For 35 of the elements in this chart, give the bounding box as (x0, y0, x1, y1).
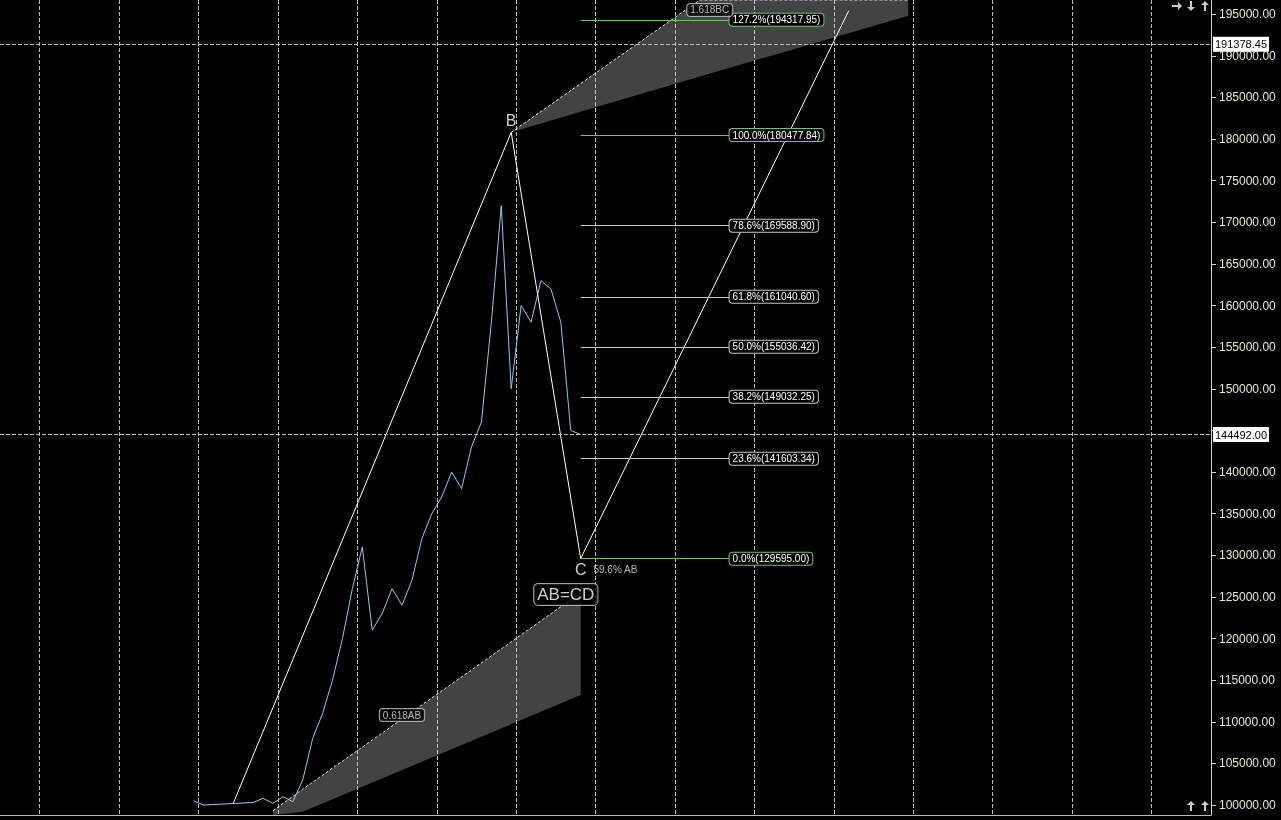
ref-line-label: 191378.45 (1215, 38, 1267, 51)
y-tick-label: 160000.00 (1219, 298, 1277, 313)
y-tick-label: 105000.00 (1219, 756, 1277, 771)
annotation: 1.618BC (690, 4, 730, 16)
ref-line-label: 0.0%(129595.00) (732, 553, 810, 565)
y-tick-label: 100000.00 (1219, 798, 1277, 813)
ref-line-label: 38.2%(149032.25) (732, 391, 815, 403)
y-tick-label: 195000.00 (1219, 7, 1277, 22)
y-tick-label: 120000.00 (1219, 631, 1277, 646)
annotation: C (574, 560, 587, 578)
y-tick-label: 190000.00 (1219, 48, 1277, 63)
y-tick-label: 115000.00 (1219, 673, 1276, 688)
y-tick-label: 175000.00 (1219, 173, 1277, 188)
y-tick-label: 155000.00 (1219, 340, 1277, 355)
y-tick-label: 125000.00 (1219, 589, 1277, 604)
y-tick-label: 130000.00 (1219, 548, 1277, 563)
ref-line-label: 50.0%(155036.42) (732, 341, 815, 353)
annotation: AB=CD (537, 584, 595, 604)
ref-line-label: 127.2%(194317.95) (732, 14, 821, 26)
y-tick-label: 135000.00 (1219, 506, 1277, 521)
y-tick-label: 180000.00 (1219, 132, 1277, 147)
ref-line-label: 61.8%(161040.60) (732, 291, 815, 303)
annotation: B (505, 112, 517, 130)
y-tick-label: 140000.00 (1219, 465, 1277, 480)
annotation: 0.618AB (382, 709, 422, 721)
y-tick-label: 185000.00 (1219, 90, 1277, 105)
y-tick-label: 150000.00 (1219, 381, 1277, 396)
y-tick-label: 165000.00 (1219, 256, 1277, 271)
y-tick-label: 110000.00 (1219, 714, 1276, 729)
ref-line-label: 100.0%(180477.84) (732, 129, 821, 141)
y-tick-label: 170000.00 (1219, 215, 1277, 230)
ref-line-label: 78.6%(169588.90) (732, 220, 815, 232)
ref-line-label: 23.6%(141603.34) (732, 453, 815, 465)
annotation: 59.6% AB (593, 563, 638, 575)
ref-line-label: 144492.00 (1215, 428, 1267, 441)
